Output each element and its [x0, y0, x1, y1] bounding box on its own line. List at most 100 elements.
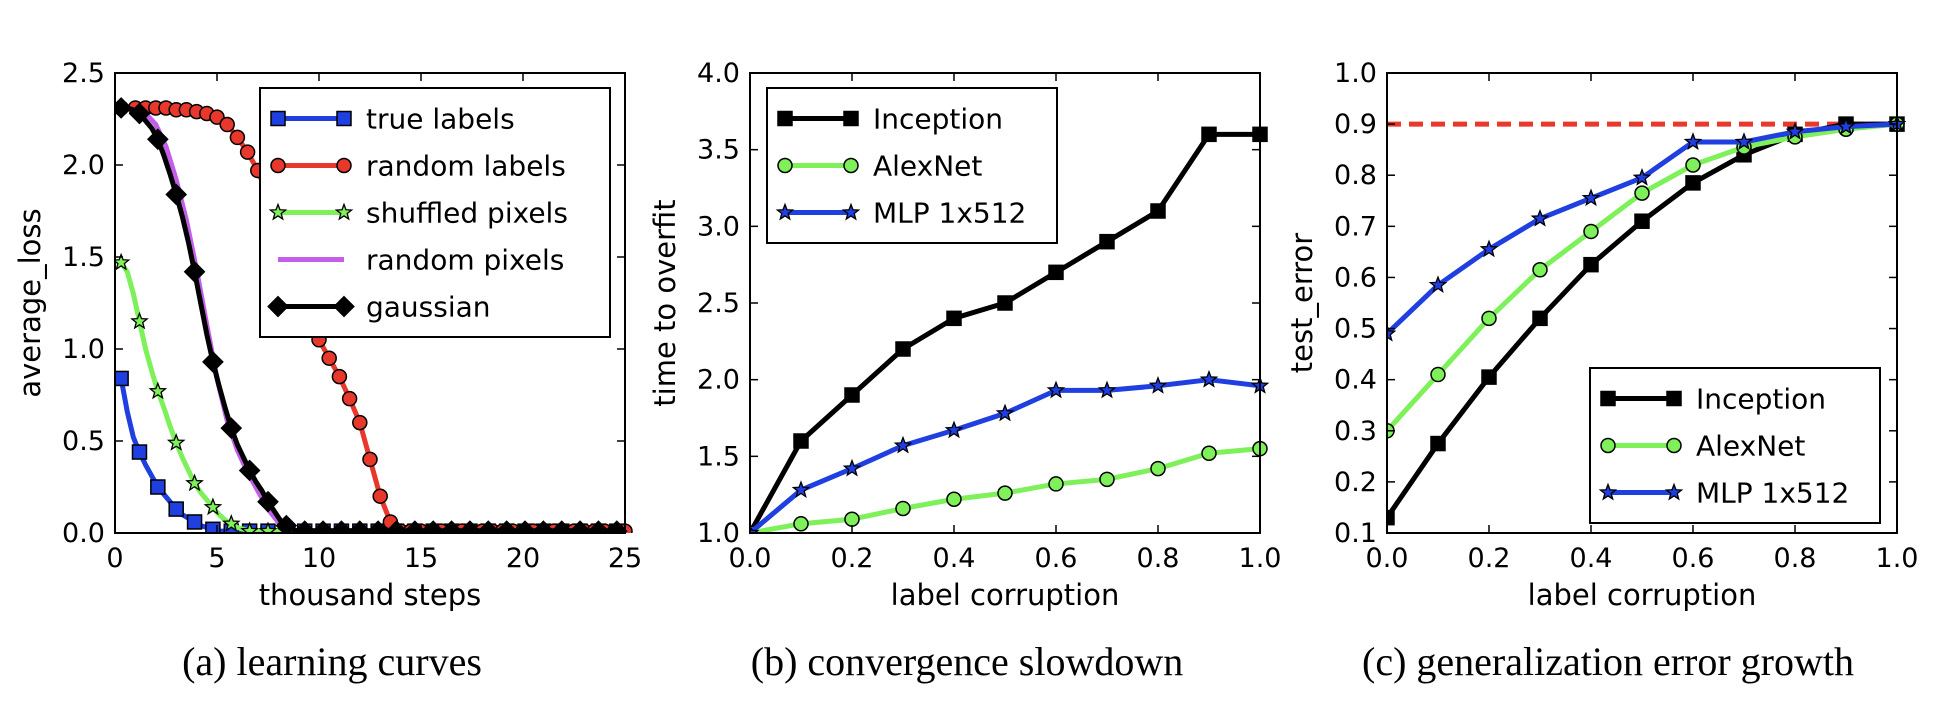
data-point	[944, 420, 964, 439]
data-point	[587, 520, 610, 533]
data-point	[997, 485, 1013, 501]
y-tick-label: 1.5	[62, 242, 105, 273]
legend-marker	[775, 202, 795, 221]
data-point	[1048, 264, 1064, 281]
data-point	[166, 433, 186, 451]
legend-label: MLP 1x512	[1696, 477, 1849, 510]
legend-label: Inception	[873, 103, 1003, 136]
y-tick-label: 3.5	[697, 135, 740, 166]
data-point	[257, 490, 279, 513]
data-point	[605, 520, 628, 533]
data-point	[348, 520, 371, 533]
data-point	[946, 310, 962, 327]
data-point	[550, 520, 573, 533]
y-tick-label: 0.5	[62, 426, 105, 457]
data-point	[1481, 369, 1497, 385]
data-point	[1150, 203, 1166, 219]
y-tick-label: 1.5	[697, 441, 740, 472]
legend-marker	[333, 295, 355, 318]
data-point	[203, 497, 223, 516]
data-point	[165, 183, 188, 206]
data-point	[330, 520, 353, 533]
y-tick-label: 1.0	[697, 518, 740, 549]
legend-label: MLP 1x512	[873, 197, 1026, 230]
x-tick-label: 1.0	[1239, 543, 1282, 574]
legend-marker	[777, 157, 793, 174]
data-point	[1199, 369, 1219, 388]
x-tick-label: 0.6	[1035, 543, 1078, 574]
legend: Inception AlexNet MLP 1x512	[766, 87, 1058, 244]
legend-marker	[843, 110, 859, 127]
data-point	[1530, 208, 1550, 227]
y-tick-label: 0.3	[1334, 416, 1377, 447]
legend-label: true labels	[366, 103, 515, 136]
x-tick-label: 1.0	[1876, 543, 1919, 574]
data-point	[1634, 185, 1650, 201]
data-point	[1532, 262, 1548, 278]
x-tick-label: 0.6	[1672, 543, 1715, 574]
data-point	[240, 521, 259, 533]
data-point	[1428, 275, 1448, 294]
y-tick-label: 0.2	[1334, 467, 1377, 498]
data-point	[1685, 157, 1701, 173]
legend-marker	[777, 110, 793, 127]
data-point	[115, 97, 132, 119]
legend-label: gaussian	[366, 291, 491, 324]
x-axis-label: label corruption	[891, 578, 1120, 612]
data-point	[128, 102, 151, 125]
y-tick-label: 3.0	[697, 211, 740, 242]
data-point	[1150, 460, 1166, 477]
plot-frame	[114, 72, 626, 534]
data-point	[312, 520, 334, 533]
data-point	[238, 459, 261, 482]
data-point	[372, 488, 388, 504]
data-point	[130, 311, 149, 330]
data-point	[275, 514, 298, 533]
caption-a: (a) learning curves	[182, 639, 482, 684]
data-point	[895, 341, 911, 357]
data-point	[258, 521, 278, 533]
data-point	[115, 370, 129, 387]
data-point	[495, 520, 518, 533]
legend: Inception AlexNet MLP 1x512	[1589, 367, 1881, 524]
legend-marker	[1598, 482, 1618, 501]
legend-marker	[336, 110, 352, 127]
legend: true labels random labels shuffled pixels r…	[259, 87, 611, 338]
x-axis-label: thousand steps	[259, 578, 482, 612]
data-point	[1099, 233, 1115, 250]
x-tick-label: 10	[302, 543, 336, 574]
y-tick-label: 0.7	[1334, 211, 1377, 242]
legend-marker	[1666, 390, 1682, 407]
y-axis-label: test_error	[1285, 233, 1319, 373]
data-point	[186, 514, 203, 530]
data-point	[1836, 116, 1856, 135]
y-tick-label: 0.5	[1334, 314, 1377, 345]
data-point	[844, 387, 860, 403]
legend-label: AlexNet	[1696, 430, 1805, 463]
data-point	[1685, 175, 1701, 191]
data-point	[793, 433, 809, 449]
data-point	[229, 129, 246, 146]
y-tick-label: 4.0	[697, 58, 740, 89]
data-point	[146, 128, 169, 151]
data-point	[1099, 471, 1115, 488]
data-point	[293, 520, 316, 533]
data-point	[1148, 375, 1168, 394]
data-point	[367, 520, 390, 533]
data-point	[385, 520, 408, 533]
legend-marker	[843, 157, 859, 174]
data-point	[459, 520, 481, 533]
data-point	[1683, 132, 1703, 150]
legend-marker	[1664, 482, 1684, 501]
legend-marker	[1600, 437, 1616, 454]
caption-c: (c) generalization error growth	[1362, 639, 1854, 684]
data-point	[895, 500, 911, 517]
data-point	[569, 520, 591, 533]
x-tick-label: 0.8	[1774, 543, 1817, 574]
data-point	[1430, 435, 1446, 452]
legend-marker	[1600, 390, 1616, 407]
data-point	[1785, 121, 1805, 140]
data-point	[997, 295, 1013, 311]
series-group	[1387, 114, 1907, 526]
data-point	[1532, 310, 1548, 327]
